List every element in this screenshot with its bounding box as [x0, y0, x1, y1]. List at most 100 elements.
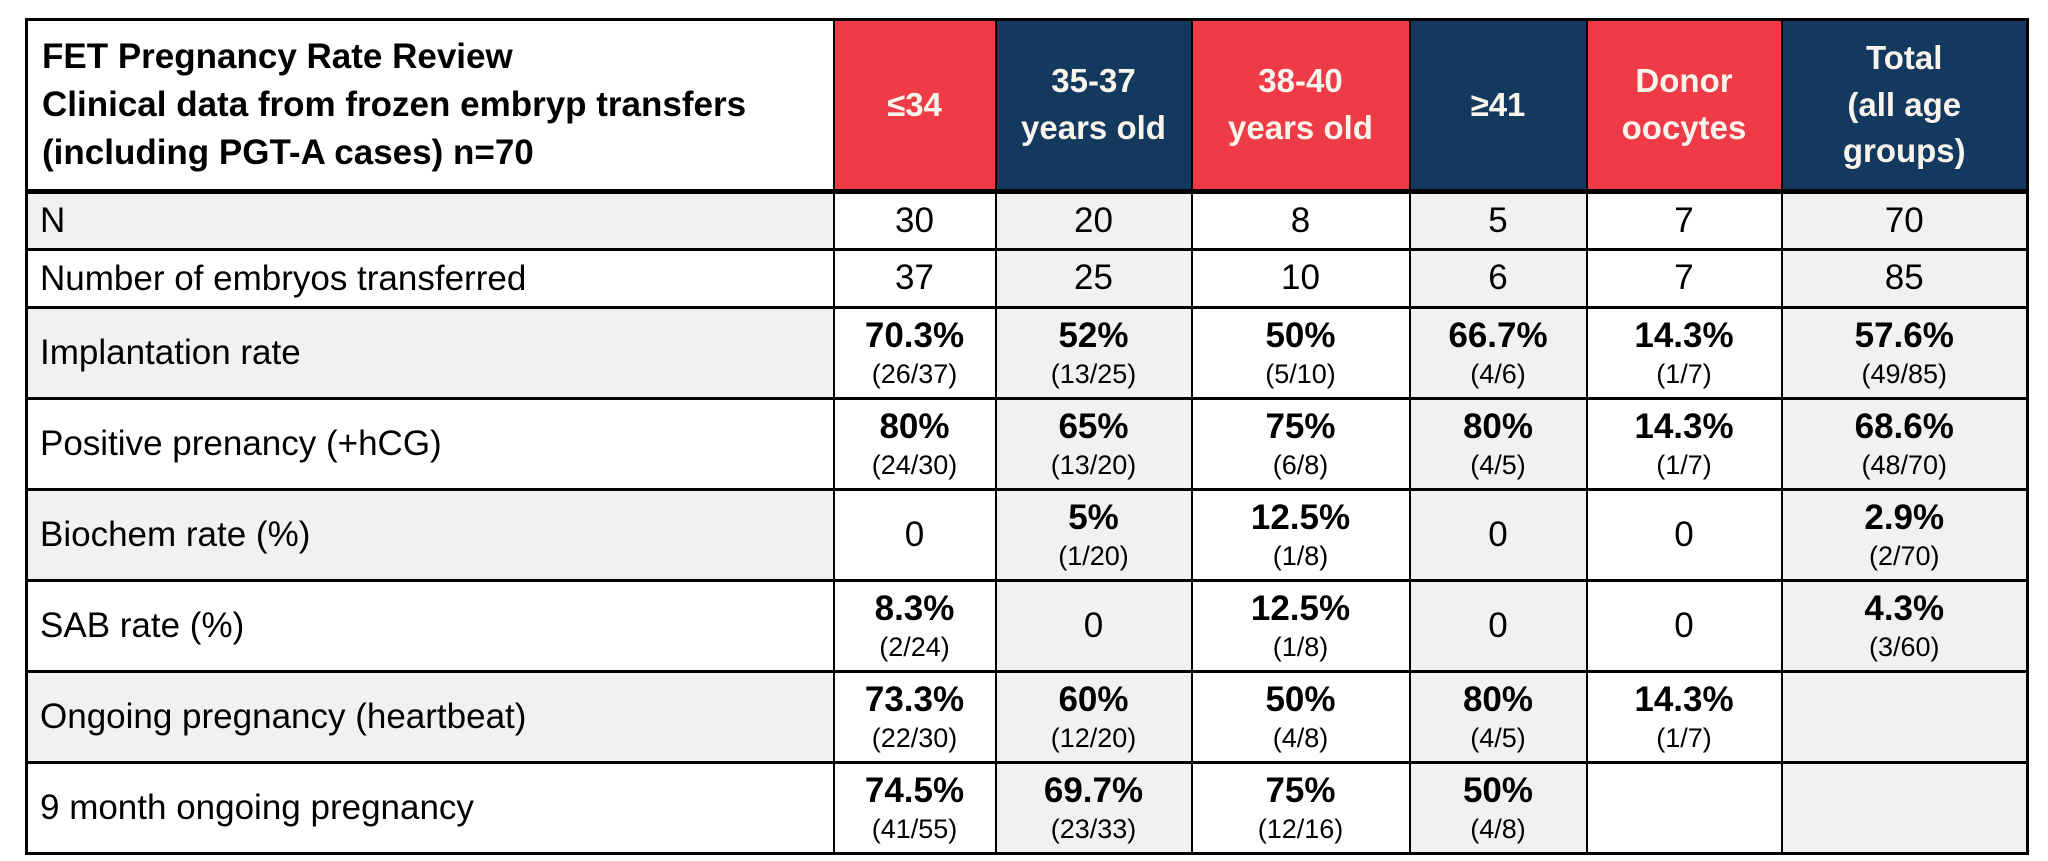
- table-cell: 0: [1408, 488, 1588, 582]
- cell-value: 14.3%: [1634, 315, 1734, 355]
- cell-value: 7: [1674, 258, 1694, 298]
- table-cell: 57.6% (49/85): [1780, 306, 2029, 400]
- table-cell: 4.3% (3/60): [1780, 579, 2029, 673]
- cell-value: 80%: [1462, 406, 1534, 446]
- table-cell: 70: [1780, 190, 2029, 251]
- table-row: Ongoing pregnancy (heartbeat) 73.3% (22/30…: [25, 670, 2029, 764]
- table-cell: 80% (24/30): [832, 397, 997, 491]
- cell-fraction: (49/85): [1861, 359, 1948, 390]
- table-cell: 6: [1408, 248, 1588, 309]
- cell-value: 12.5%: [1250, 588, 1351, 628]
- cell-fraction: (12/16): [1257, 814, 1344, 845]
- cell-fraction: (2/70): [1868, 541, 1940, 572]
- table-cell: 66.7% (4/6): [1408, 306, 1588, 400]
- table-cell: 0: [832, 488, 997, 582]
- cell-value: 50%: [1265, 679, 1336, 719]
- cell-value: 30: [895, 200, 934, 240]
- cell-value: 25: [1074, 258, 1113, 298]
- table-cell: 70.3% (26/37): [832, 306, 997, 400]
- cell-value: 66.7%: [1448, 315, 1548, 355]
- cell-fraction: (48/70): [1861, 450, 1948, 481]
- cell-fraction: (1/7): [1656, 450, 1712, 481]
- cell-fraction: (22/30): [871, 723, 958, 754]
- cell-value: 60%: [1058, 679, 1129, 719]
- column-header-total: Total (all age groups): [1780, 18, 2029, 194]
- cell-value: 2.9%: [1864, 497, 1945, 537]
- cell-fraction: (24/30): [871, 450, 958, 481]
- cell-value: 20: [1074, 200, 1113, 240]
- table-cell: 20: [994, 190, 1193, 251]
- table-cell: 50% (4/8): [1408, 761, 1588, 855]
- table-cell: 68.6% (48/70): [1780, 397, 2029, 491]
- cell-value: 37: [895, 258, 934, 298]
- table-cell: 12.5% (1/8): [1190, 579, 1411, 673]
- row-label: 9 month ongoing pregnancy: [25, 761, 835, 855]
- cell-fraction: (13/20): [1050, 450, 1137, 481]
- table-cell: 10: [1190, 248, 1411, 309]
- cell-fraction: (2/24): [879, 632, 950, 663]
- table-cell: 14.3% (1/7): [1585, 397, 1783, 491]
- column-header-38-40: 38-40 years old: [1190, 18, 1411, 194]
- cell-fraction: (4/5): [1470, 450, 1526, 481]
- table-row: Biochem rate (%) 0 5% (1/20) 12.5% (1/8) 0 0 2.9…: [25, 488, 2029, 582]
- cell-value: 7: [1674, 200, 1694, 240]
- table-body: N 30 20 8 5 7 70 Number of embryos transferred 3…: [25, 190, 2029, 855]
- table-cell: 74.5% (41/55): [832, 761, 997, 855]
- cell-fraction: (1/20): [1058, 541, 1129, 572]
- table-cell: 73.3% (22/30): [832, 670, 997, 764]
- cell-fraction: (6/8): [1272, 450, 1329, 481]
- table-cell: 0: [1585, 488, 1783, 582]
- row-label: Biochem rate (%): [25, 488, 835, 582]
- table-cell: 0: [1585, 579, 1783, 673]
- cell-value: 8.3%: [874, 588, 955, 628]
- cell-value: 80%: [879, 406, 950, 446]
- row-label: Number of embryos transferred: [25, 248, 835, 309]
- cell-value: 10: [1281, 258, 1320, 298]
- table-cell: 52% (13/25): [994, 306, 1193, 400]
- table-cell: 14.3% (1/7): [1585, 670, 1783, 764]
- cell-value: 68.6%: [1854, 406, 1954, 446]
- cell-value: 12.5%: [1250, 497, 1351, 537]
- cell-value: 0: [1674, 514, 1694, 554]
- table-cell: 50% (4/8): [1190, 670, 1411, 764]
- table-cell: 69.7% (23/33): [994, 761, 1193, 855]
- cell-fraction: (26/37): [871, 359, 958, 390]
- cell-value: 69.7%: [1043, 770, 1144, 810]
- cell-fraction: (1/8): [1272, 632, 1329, 663]
- cell-fraction: (4/8): [1470, 814, 1526, 845]
- cell-value: 6: [1488, 258, 1508, 298]
- cell-value: 50%: [1265, 315, 1336, 355]
- table-cell: 37: [832, 248, 997, 309]
- column-header-le34: ≤34: [832, 18, 997, 194]
- cell-value: 70.3%: [864, 315, 965, 355]
- row-label: Implantation rate: [25, 306, 835, 400]
- cell-value: 0: [1674, 605, 1694, 645]
- cell-value: 8: [1290, 200, 1311, 240]
- table-cell: 5% (1/20): [994, 488, 1193, 582]
- table-cell: 0: [994, 579, 1193, 673]
- table-cell: 75% (12/16): [1190, 761, 1411, 855]
- cell-fraction: (23/33): [1050, 814, 1137, 845]
- cell-value: 75%: [1265, 770, 1336, 810]
- cell-fraction: (1/8): [1272, 541, 1329, 572]
- table-cell: 7: [1585, 190, 1783, 251]
- table-cell: 50% (5/10): [1190, 306, 1411, 400]
- table-cell: 0: [1408, 579, 1588, 673]
- cell-value: 0: [1488, 605, 1508, 645]
- cell-fraction: (13/25): [1050, 359, 1137, 390]
- table-cell: 5: [1408, 190, 1588, 251]
- table-cell: 30: [832, 190, 997, 251]
- row-label: Positive prenancy (+hCG): [25, 397, 835, 491]
- cell-value: 52%: [1058, 315, 1129, 355]
- table-cell: 14.3% (1/7): [1585, 306, 1783, 400]
- table-row: N 30 20 8 5 7 70: [25, 190, 2029, 251]
- cell-value: 4.3%: [1864, 588, 1945, 628]
- table-cell: 25: [994, 248, 1193, 309]
- column-header-ge41: ≥41: [1408, 18, 1588, 194]
- table-cell: 12.5% (1/8): [1190, 488, 1411, 582]
- table-cell: 85: [1780, 248, 2029, 309]
- table-cell: 2.9% (2/70): [1780, 488, 2029, 582]
- column-header-donor-oocytes: Donor oocytes: [1585, 18, 1783, 194]
- row-label: N: [25, 190, 835, 251]
